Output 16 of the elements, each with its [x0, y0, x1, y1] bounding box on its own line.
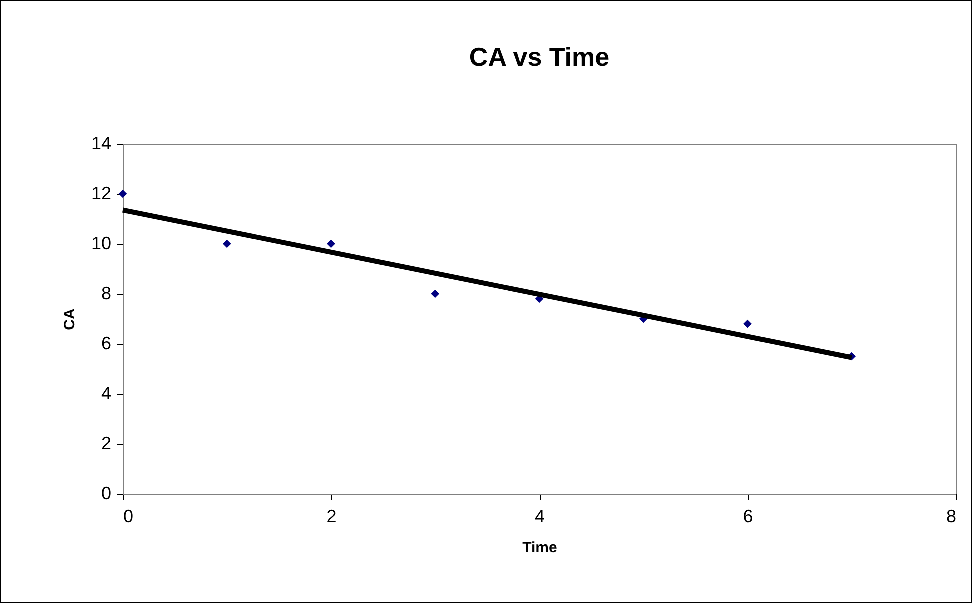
- y-tick-label: 10: [91, 234, 112, 254]
- x-tick-label: 4: [534, 506, 546, 526]
- x-tick-label: 6: [743, 506, 754, 526]
- y-tick-label: 4: [101, 384, 112, 404]
- y-tick-label: 2: [101, 434, 112, 454]
- x-tick-label: 2: [326, 506, 337, 526]
- y-tick-label: 12: [91, 184, 112, 204]
- y-tick-label: 8: [101, 284, 112, 304]
- x-tick-label: 8: [946, 506, 956, 526]
- y-tick-label: 6: [101, 334, 112, 354]
- y-tick-label: 14: [91, 134, 112, 154]
- chart-title: CA vs Time: [469, 42, 610, 72]
- y-tick-label: 0: [101, 484, 112, 504]
- y-axis-title: CA: [61, 308, 78, 330]
- x-tick-label: 0: [124, 506, 134, 526]
- x-axis-title: Time: [522, 540, 558, 556]
